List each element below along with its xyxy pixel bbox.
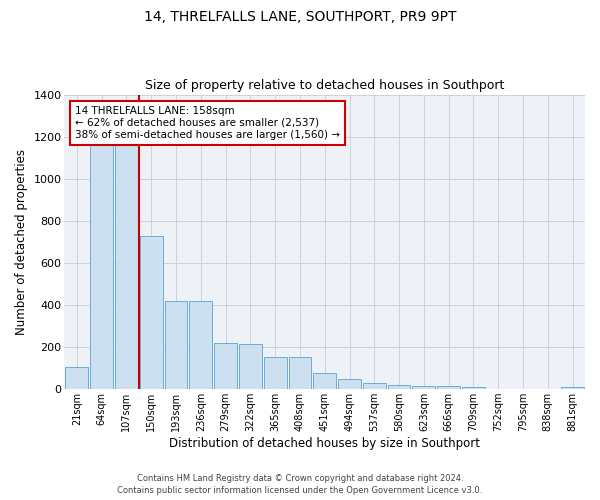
Bar <box>313 374 336 389</box>
Bar <box>388 385 410 389</box>
Bar <box>239 344 262 389</box>
Bar <box>437 386 460 389</box>
Bar <box>363 384 386 389</box>
Bar <box>462 387 485 389</box>
Bar <box>561 387 584 389</box>
Text: 14 THRELFALLS LANE: 158sqm
← 62% of detached houses are smaller (2,537)
38% of s: 14 THRELFALLS LANE: 158sqm ← 62% of deta… <box>75 106 340 140</box>
Bar <box>90 145 113 389</box>
Bar <box>264 356 287 389</box>
Text: 14, THRELFALLS LANE, SOUTHPORT, PR9 9PT: 14, THRELFALLS LANE, SOUTHPORT, PR9 9PT <box>144 10 456 24</box>
Bar <box>338 378 361 389</box>
Bar <box>115 145 138 389</box>
Title: Size of property relative to detached houses in Southport: Size of property relative to detached ho… <box>145 79 505 92</box>
Bar <box>190 301 212 389</box>
Text: Contains HM Land Registry data © Crown copyright and database right 2024.
Contai: Contains HM Land Registry data © Crown c… <box>118 474 482 495</box>
Bar <box>140 236 163 389</box>
Bar <box>214 343 237 389</box>
X-axis label: Distribution of detached houses by size in Southport: Distribution of detached houses by size … <box>169 437 480 450</box>
Bar <box>412 386 435 389</box>
Y-axis label: Number of detached properties: Number of detached properties <box>15 149 28 335</box>
Bar <box>289 356 311 389</box>
Bar <box>65 367 88 389</box>
Bar <box>164 301 187 389</box>
